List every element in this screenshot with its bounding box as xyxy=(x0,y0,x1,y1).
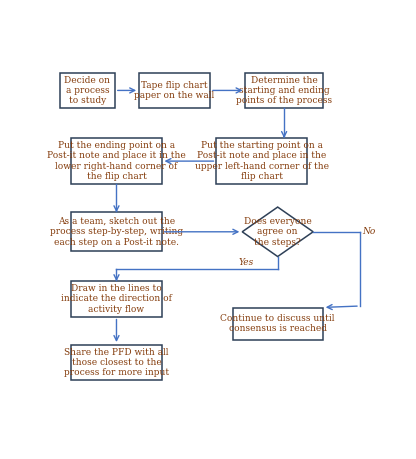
Text: As a team, sketch out the
process step-by-step, writing
each step on a Post-it n: As a team, sketch out the process step-b… xyxy=(50,217,183,246)
Text: Continue to discuss until
consensus is reached: Continue to discuss until consensus is r… xyxy=(220,314,335,333)
Text: No: No xyxy=(362,227,376,236)
FancyBboxPatch shape xyxy=(245,73,323,108)
FancyBboxPatch shape xyxy=(233,308,323,340)
FancyBboxPatch shape xyxy=(72,213,162,251)
FancyBboxPatch shape xyxy=(216,138,307,184)
FancyBboxPatch shape xyxy=(60,73,115,108)
Text: Determine the
starting and ending
points of the process: Determine the starting and ending points… xyxy=(236,76,332,105)
Text: Draw in the lines to
indicate the direction of
activity flow: Draw in the lines to indicate the direct… xyxy=(61,284,172,314)
FancyBboxPatch shape xyxy=(72,281,162,317)
Text: Does everyone
agree on
the steps?: Does everyone agree on the steps? xyxy=(244,217,312,246)
FancyBboxPatch shape xyxy=(139,73,210,108)
Text: Decide on
a process
to study: Decide on a process to study xyxy=(64,76,111,105)
Text: Put the ending point on a
Post-it note and place it in the
lower right-hand corn: Put the ending point on a Post-it note a… xyxy=(47,141,186,181)
Text: Put the starting point on a
Post-it note and place in the
upper left-hand corner: Put the starting point on a Post-it note… xyxy=(195,141,329,181)
Text: Yes: Yes xyxy=(239,258,254,268)
FancyBboxPatch shape xyxy=(72,345,162,380)
Polygon shape xyxy=(242,207,313,257)
Text: Tape flip chart
paper on the wall: Tape flip chart paper on the wall xyxy=(134,81,215,100)
FancyBboxPatch shape xyxy=(72,138,162,184)
Text: Share the PFD with all
those closest to the
process for more input: Share the PFD with all those closest to … xyxy=(64,347,169,377)
